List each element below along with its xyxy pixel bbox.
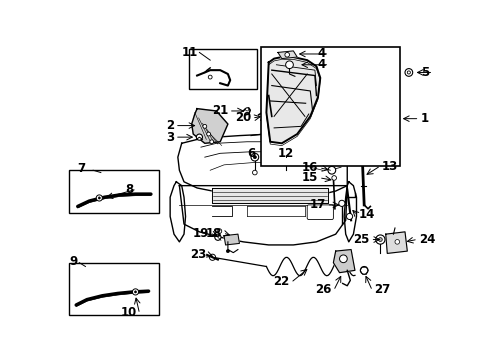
FancyBboxPatch shape: [306, 205, 333, 220]
Polygon shape: [212, 188, 327, 203]
Circle shape: [226, 249, 229, 253]
Polygon shape: [344, 182, 356, 242]
Bar: [68, 263, 159, 315]
Circle shape: [196, 134, 202, 140]
Circle shape: [217, 229, 221, 233]
Bar: [68, 170, 159, 213]
Circle shape: [209, 140, 213, 144]
Text: 11: 11: [181, 46, 197, 59]
Polygon shape: [179, 186, 346, 245]
Circle shape: [206, 132, 210, 136]
Polygon shape: [266, 57, 320, 143]
Text: 24: 24: [418, 233, 434, 246]
Text: 10: 10: [121, 306, 137, 319]
Circle shape: [250, 153, 258, 161]
Text: 4: 4: [317, 58, 325, 71]
Text: 1: 1: [420, 112, 427, 125]
Circle shape: [134, 291, 136, 293]
Circle shape: [253, 156, 256, 159]
Polygon shape: [170, 182, 185, 242]
Text: 14: 14: [358, 208, 374, 221]
Circle shape: [285, 53, 289, 57]
Circle shape: [327, 166, 335, 174]
Text: 27: 27: [373, 283, 389, 296]
Text: 13: 13: [381, 160, 397, 173]
Text: 26: 26: [315, 283, 331, 296]
Polygon shape: [224, 234, 239, 245]
Text: 16: 16: [301, 161, 317, 175]
Text: 21: 21: [211, 104, 227, 117]
Circle shape: [214, 234, 221, 240]
Text: 18: 18: [205, 227, 221, 240]
Text: 7: 7: [78, 162, 85, 175]
Text: 17: 17: [309, 198, 325, 211]
Circle shape: [407, 71, 409, 74]
Bar: [189, 49, 257, 89]
Circle shape: [339, 255, 346, 263]
Text: 22: 22: [273, 275, 289, 288]
Polygon shape: [277, 51, 297, 59]
Circle shape: [252, 170, 257, 175]
Text: 2: 2: [165, 119, 174, 132]
Text: 5: 5: [421, 66, 429, 79]
Circle shape: [404, 69, 412, 76]
Polygon shape: [191, 109, 227, 143]
Circle shape: [394, 239, 399, 244]
Circle shape: [209, 254, 215, 260]
Circle shape: [331, 176, 336, 180]
Text: 8: 8: [124, 183, 133, 196]
Polygon shape: [385, 232, 407, 253]
Circle shape: [208, 75, 212, 79]
Text: 4: 4: [317, 48, 325, 60]
Text: 23: 23: [190, 248, 206, 261]
Circle shape: [375, 235, 384, 244]
Circle shape: [378, 238, 382, 242]
Text: 9: 9: [70, 255, 78, 267]
Circle shape: [245, 108, 248, 111]
Polygon shape: [333, 249, 354, 273]
Circle shape: [96, 195, 102, 201]
Bar: [261, 47, 399, 166]
Text: 3: 3: [165, 131, 174, 144]
Text: 25: 25: [352, 233, 369, 246]
Text: 15: 15: [301, 171, 317, 184]
Polygon shape: [178, 134, 346, 197]
Circle shape: [360, 266, 367, 274]
Circle shape: [285, 61, 293, 69]
Circle shape: [132, 289, 138, 295]
Text: 6: 6: [246, 147, 255, 160]
Text: 12: 12: [277, 147, 293, 160]
Circle shape: [282, 154, 288, 160]
Text: 19: 19: [192, 227, 208, 240]
Text: 20: 20: [234, 111, 250, 125]
Circle shape: [338, 200, 344, 206]
Circle shape: [98, 197, 100, 199]
Circle shape: [203, 125, 206, 128]
Circle shape: [346, 213, 352, 220]
